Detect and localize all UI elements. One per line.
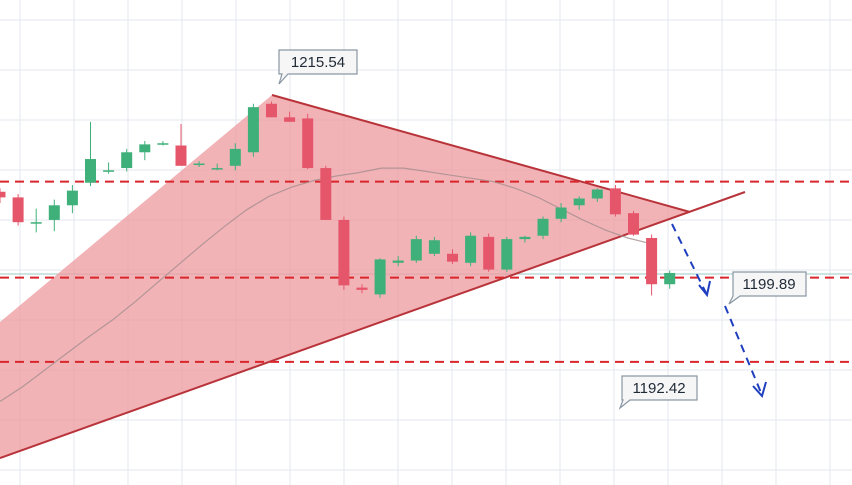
candle-body (0, 191, 6, 198)
candle (266, 101, 277, 118)
candle (356, 284, 368, 294)
candle-body (66, 190, 78, 206)
candle (229, 143, 241, 171)
candle (48, 199, 60, 232)
forecast-arrow-2 (724, 305, 763, 396)
candle-body (591, 189, 603, 199)
candle (555, 203, 567, 223)
candle-body (211, 168, 223, 170)
price-label-high-text: 1215.54 (291, 54, 345, 71)
candle (103, 162, 115, 174)
candle-body (284, 117, 296, 122)
candle-body (247, 107, 259, 153)
candle-body (501, 239, 513, 270)
candle-body (664, 272, 676, 285)
candle-body (646, 237, 658, 285)
candle (628, 210, 639, 236)
candle (483, 233, 495, 272)
candle (374, 258, 386, 298)
candle-body (48, 205, 60, 220)
candle (302, 113, 314, 170)
wedge-lower-line (0, 191, 746, 459)
candle (0, 188, 6, 204)
candle-body (302, 118, 314, 169)
candle (591, 188, 603, 202)
candle-body (175, 145, 187, 166)
candle-body (555, 207, 567, 219)
candle (139, 140, 151, 161)
price-label-low-box (618, 375, 698, 410)
forecast-arrows (671, 223, 767, 399)
candle (193, 161, 205, 167)
candle-body (103, 170, 115, 172)
candle (175, 124, 187, 166)
candle-body (338, 219, 350, 286)
candle (284, 111, 296, 122)
candle-body (519, 236, 531, 240)
price-label-mid-box (728, 271, 807, 305)
candle (537, 216, 549, 240)
candle (646, 234, 658, 296)
wedge-pattern (0, 94, 746, 459)
price-label-mid: 1199.89 (728, 271, 807, 305)
candle-body (392, 260, 404, 263)
candle-body (483, 236, 495, 270)
candle (121, 148, 133, 172)
level-lines (0, 180, 852, 363)
price-label-low: 1192.42 (618, 375, 698, 410)
candle (30, 208, 42, 233)
candle-body (465, 235, 477, 263)
candle-body (537, 218, 549, 236)
candle-body (447, 253, 458, 262)
candle-body (85, 159, 96, 183)
candle-body (266, 103, 277, 118)
candle-body (12, 197, 24, 223)
candle-body (374, 259, 386, 295)
candle-body (157, 143, 169, 145)
candle-body (410, 239, 422, 261)
forecast-arrow-1-head (698, 280, 711, 298)
candle (338, 216, 350, 290)
candle (573, 196, 585, 210)
candle (447, 249, 458, 264)
candle-body (628, 213, 639, 235)
candle (519, 235, 531, 243)
candle (247, 103, 259, 157)
price-label-high-box (278, 49, 358, 85)
candle (501, 236, 513, 272)
candle-body (320, 168, 332, 220)
candle-body (229, 148, 241, 166)
candle (465, 232, 477, 267)
candle (211, 163, 223, 171)
candle-body (30, 222, 42, 224)
candle (320, 165, 332, 220)
candle-body (428, 240, 440, 254)
candle (609, 184, 621, 217)
price-label-low-text: 1192.42 (632, 380, 685, 397)
candle-body (139, 144, 151, 153)
candle (12, 194, 24, 226)
forecast-arrow-2-head (752, 381, 767, 399)
price-label-high: 1215.54 (278, 49, 358, 85)
candle (428, 236, 440, 257)
forecast-arrow-1 (671, 223, 707, 294)
candles (0, 101, 676, 298)
candle-body (573, 198, 585, 206)
candle (85, 121, 96, 187)
candle-body (121, 152, 133, 169)
candle (392, 256, 404, 267)
price-label-mid-text: 1199.89 (742, 276, 795, 293)
candle-body (609, 188, 621, 215)
candle-body (356, 287, 368, 290)
candle (66, 184, 78, 214)
candle-body (193, 163, 205, 166)
candle (664, 270, 676, 289)
candle (410, 235, 422, 263)
price-labels: 1215.54 1199.89 1192.42 (278, 49, 807, 410)
candle (157, 140, 169, 146)
